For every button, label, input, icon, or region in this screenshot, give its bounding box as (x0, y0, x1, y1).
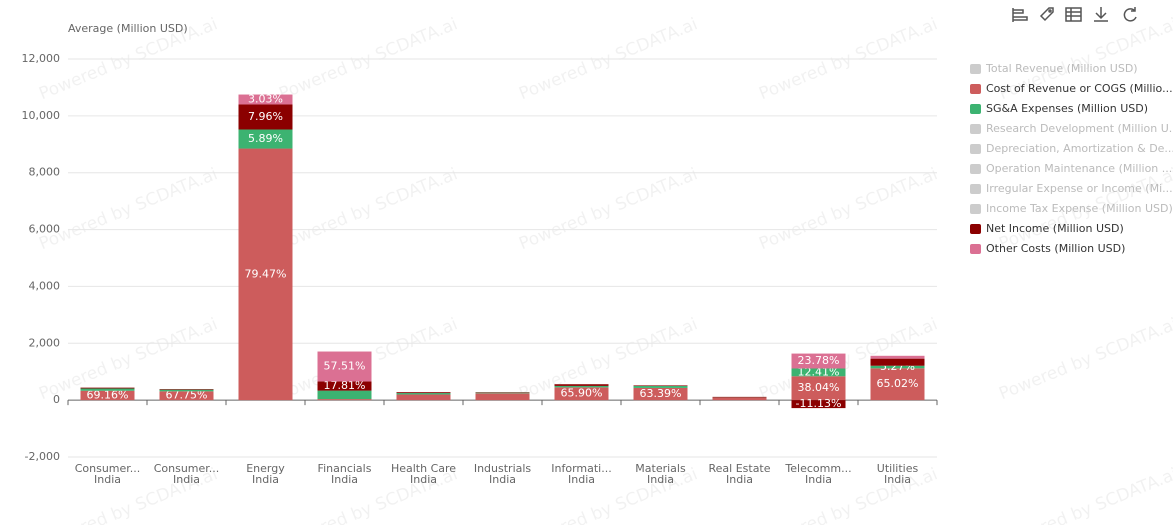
bar-segment (81, 388, 135, 389)
legend-swatch (970, 84, 981, 94)
legend-swatch (970, 244, 981, 254)
legend-swatch (970, 124, 981, 134)
bar-segment (555, 386, 609, 387)
bar-segment (397, 394, 451, 400)
data-label: 38.04% (798, 381, 840, 394)
bar-segment (476, 393, 530, 400)
legend-swatch (970, 184, 981, 194)
data-label: 57.51% (324, 359, 366, 372)
data-label: 63.39% (640, 387, 682, 400)
download-icon[interactable] (1094, 7, 1108, 21)
legend-swatch (970, 104, 981, 114)
data-label: 5.89% (248, 132, 283, 145)
x-tick-region: India (410, 473, 437, 486)
bar-segment (397, 392, 451, 393)
legend-item[interactable]: Research Development (Million U... (970, 122, 1173, 135)
x-tick-region: India (726, 473, 753, 486)
legend-item[interactable]: Other Costs (Million USD) (970, 242, 1125, 255)
toolbar (1013, 7, 1136, 22)
y-tick-label: 8,000 (29, 166, 61, 179)
legend-item[interactable]: Irregular Expense or Income (Mi... (970, 182, 1173, 195)
legend-swatch (970, 204, 981, 214)
watermark: Powered by SCDATA.ai (36, 164, 220, 254)
watermark: Powered by SCDATA.ai (756, 164, 940, 254)
tag-icon[interactable] (1041, 8, 1053, 20)
legend-item[interactable]: Depreciation, Amortization & De... (970, 142, 1173, 155)
x-tick-region: India (489, 473, 516, 486)
x-tick-region: India (252, 473, 279, 486)
watermark: Powered by SCDATA.ai (996, 314, 1173, 404)
legend-label: Income Tax Expense (Million USD) (986, 202, 1173, 215)
legend-label: SG&A Expenses (Million USD) (986, 102, 1148, 115)
legend-label: Research Development (Million U... (986, 122, 1173, 135)
data-label: 23.78% (798, 354, 840, 367)
legend-swatch (970, 144, 981, 154)
data-label: 7.96% (248, 110, 283, 123)
bar-segment (871, 356, 925, 359)
x-tick-region: India (331, 473, 358, 486)
legend-item[interactable]: SG&A Expenses (Million USD) (970, 102, 1148, 115)
bar-segment (634, 385, 688, 386)
table-icon[interactable] (1066, 8, 1081, 21)
legend-swatch (970, 224, 981, 234)
y-tick-label: 6,000 (29, 223, 61, 236)
watermark: Powered by SCDATA.ai (276, 164, 460, 254)
legend-item[interactable]: Net Income (Million USD) (970, 222, 1124, 235)
bar-segment (713, 397, 767, 398)
bar-segment (555, 384, 609, 386)
legend-item[interactable]: Cost of Revenue or COGS (Millio... (970, 82, 1173, 95)
legend-label: Other Costs (Million USD) (986, 242, 1125, 255)
legend-label: Net Income (Million USD) (986, 222, 1124, 235)
bar-segment (160, 389, 214, 390)
bar-segment (397, 393, 451, 394)
legend-item[interactable]: Total Revenue (Million USD) (970, 62, 1138, 75)
data-label: 65.90% (561, 387, 603, 400)
bar-segment (81, 388, 135, 390)
data-label: 3.03% (248, 93, 283, 106)
watermark: Powered by SCDATA.ai (996, 464, 1173, 525)
y-tick-label: 12,000 (22, 52, 61, 65)
legend-label: Operation Maintenance (Million ... (986, 162, 1172, 175)
y-tick-label: 4,000 (29, 279, 61, 292)
legend-label: Cost of Revenue or COGS (Millio... (986, 82, 1173, 95)
watermark: Powered by SCDATA.ai (516, 164, 700, 254)
y-tick-label: 10,000 (22, 109, 61, 122)
y-tick-label: 2,000 (29, 336, 61, 349)
legend-item[interactable]: Operation Maintenance (Million ... (970, 162, 1172, 175)
y-tick-label: 0 (53, 393, 60, 406)
x-tick-region: India (94, 473, 121, 486)
data-label: 65.02% (877, 377, 919, 390)
legend-swatch (970, 64, 981, 74)
bar-segment (634, 386, 688, 388)
legend-label: Depreciation, Amortization & De... (986, 142, 1173, 155)
legend-label: Total Revenue (Million USD) (985, 62, 1138, 75)
refresh-icon[interactable] (1124, 7, 1136, 21)
x-tick-region: India (884, 473, 911, 486)
y-tick-label: -2,000 (25, 450, 60, 463)
x-tick-region: India (805, 473, 832, 486)
data-label: -11.13% (796, 397, 842, 410)
x-tick-region: India (568, 473, 595, 486)
legend-item[interactable]: Income Tax Expense (Million USD) (970, 202, 1173, 215)
bar-segment (160, 390, 214, 392)
bar-segment (318, 399, 372, 400)
bar-toggle-icon[interactable] (1013, 8, 1027, 22)
bar-segment (713, 398, 767, 401)
bar-segment (871, 359, 925, 366)
data-label: 79.47% (245, 267, 287, 280)
legend-swatch (970, 164, 981, 174)
legend-label: Irregular Expense or Income (Mi... (986, 182, 1173, 195)
x-tick-region: India (173, 473, 200, 486)
bar-segment (476, 393, 530, 394)
x-tick-region: India (647, 473, 674, 486)
